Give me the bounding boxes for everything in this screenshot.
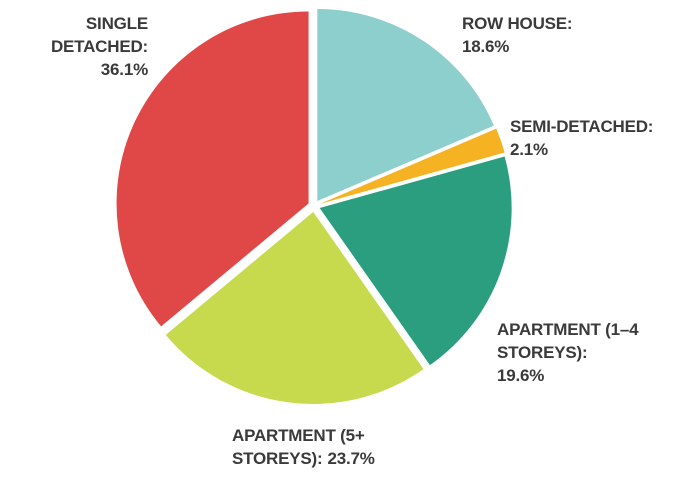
label: SEMI-DETACHED: 2.1% [510,115,690,161]
slice [165,211,424,404]
category: APARTMENT (5+ STOREYS): [232,426,365,468]
value-label: 19.6% [497,366,545,385]
category: APARTMENT (1–4 STOREYS): [497,320,639,362]
slice [319,128,505,205]
label: SINGLE DETACHED: 36.1% [18,12,148,81]
value-label: 18.6% [462,37,510,56]
slice [116,11,309,327]
value-label: 36.1% [100,60,148,79]
slice [317,8,494,201]
label: APARTMENT (1–4 STOREYS): 19.6% [497,318,647,387]
label: ROW HOUSE: 18.6% [462,12,622,58]
value-label: 2.1% [510,140,548,159]
category: SINGLE DETACHED: [50,14,148,56]
slice [319,156,512,366]
category: SEMI-DETACHED: [510,117,654,136]
value-label: 23.7% [327,449,375,468]
category: ROW HOUSE: [462,14,573,33]
label: APARTMENT (5+ STOREYS): 23.7% [232,424,417,470]
